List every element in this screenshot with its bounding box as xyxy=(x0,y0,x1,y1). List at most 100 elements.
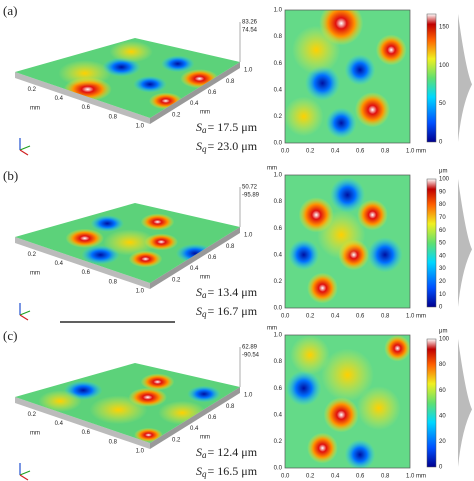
map-y-tick: 0.2 xyxy=(274,114,283,120)
subscript: q xyxy=(202,309,207,319)
surface-tick: 0.8 xyxy=(226,404,235,410)
height-map-texture xyxy=(285,335,410,468)
histogram xyxy=(458,14,472,142)
value: = 16.5 μm xyxy=(208,464,258,478)
map-x-tick: 1.0 mm xyxy=(406,149,426,155)
surface-tick: 0.4 xyxy=(190,266,199,272)
colorbar-tick: 80 xyxy=(439,202,446,208)
surface-max: 83.26 xyxy=(242,20,258,26)
surface-max: 50.72 xyxy=(242,185,258,191)
colorbar-tick: 0 xyxy=(439,305,443,311)
map-blob xyxy=(375,34,407,66)
map-x-tick: 0.2 xyxy=(306,314,315,320)
surface-tick: 0.8 xyxy=(109,114,118,120)
map-y-tick: 0.6 xyxy=(274,226,283,232)
surface-blob xyxy=(65,228,104,248)
surface-tick: 0.6 xyxy=(208,415,217,421)
histogram xyxy=(458,339,472,467)
surface-tick: 0.2 xyxy=(28,252,37,258)
surface-tick: 0.6 xyxy=(82,430,91,436)
map-y-unit: mm xyxy=(267,326,277,332)
map-y-tick: 0.4 xyxy=(274,87,283,93)
surface-blob xyxy=(90,215,125,232)
subscript: a xyxy=(202,450,207,460)
surface-tick: 0.2 xyxy=(28,87,37,93)
colorbar-tick: 10 xyxy=(439,292,446,298)
map-x-tick: 0.2 xyxy=(306,149,315,155)
map-x-tick: 0.0 xyxy=(281,149,290,155)
surface-tick: 1.0 xyxy=(136,449,145,455)
surface-min: 74.54 xyxy=(242,28,258,34)
map-blob xyxy=(307,272,338,304)
surface-blob xyxy=(187,385,221,403)
surface-tick: 1.0 xyxy=(136,289,145,295)
surface-side xyxy=(15,72,150,124)
colorbar-tick: 80 xyxy=(439,362,446,368)
map-blob xyxy=(304,65,341,101)
map-x-tick: 0.0 xyxy=(281,314,290,320)
frame xyxy=(284,9,411,144)
map-blob xyxy=(317,210,366,260)
panel-label: (b) xyxy=(3,168,18,183)
colorbar-tick: 20 xyxy=(439,279,446,285)
map-blob xyxy=(288,239,320,271)
map-blob xyxy=(356,386,401,431)
symbol: S xyxy=(196,304,202,318)
colorbar-tick: 20 xyxy=(439,439,446,445)
colorbar-tick: 40 xyxy=(439,253,446,259)
surface-side xyxy=(15,397,150,449)
surface-unit: mm xyxy=(30,431,40,437)
value: = 12.4 μm xyxy=(208,445,258,459)
colorbar-tick: 30 xyxy=(439,266,446,272)
map-blob xyxy=(329,177,366,213)
surface-max: 62.89 xyxy=(242,345,258,351)
surface-tick: 1.0 xyxy=(244,393,253,399)
surface-min: -90.54 xyxy=(242,353,260,359)
map-x-tick: 0.6 xyxy=(356,474,365,480)
surface-unit: mm xyxy=(30,271,40,277)
map-blob xyxy=(354,92,391,128)
surface-tick: 0.8 xyxy=(109,279,118,285)
surface-min: -95.89 xyxy=(242,193,260,199)
map-blob xyxy=(286,370,322,406)
colorbar xyxy=(426,338,437,468)
map-blob xyxy=(357,199,388,231)
surface-tick: 0.4 xyxy=(55,261,64,267)
colorbar-tick: 150 xyxy=(439,24,450,30)
map-x-tick: 0.8 xyxy=(381,474,390,480)
surface-tick: 0.4 xyxy=(55,96,64,102)
map-y-tick: 0.8 xyxy=(274,359,283,365)
map-y-tick: 0.8 xyxy=(274,199,283,205)
map-blob xyxy=(384,335,410,362)
surface-side xyxy=(150,62,240,124)
map-y-tick: 1.0 xyxy=(274,173,283,179)
colorbar-tick: 100 xyxy=(439,177,450,183)
subscript: q xyxy=(202,469,207,479)
surface-tick: 0.6 xyxy=(208,90,217,96)
map-x-tick: 0.4 xyxy=(331,314,340,320)
map-y-tick: 0.8 xyxy=(274,34,283,40)
map-x-tick: 0.2 xyxy=(306,474,315,480)
map-blob xyxy=(367,237,403,273)
map-x-tick: 0.6 xyxy=(356,314,365,320)
map-blob xyxy=(321,348,374,402)
map-y-tick: 1.0 xyxy=(274,8,283,14)
colorbar-unit: μm xyxy=(439,329,447,335)
colorbar xyxy=(426,13,437,143)
map-y-tick: 0.2 xyxy=(274,279,283,285)
map-y-unit: mm xyxy=(267,166,277,172)
surface-tick: 0.4 xyxy=(55,421,64,427)
map-y-tick: 0.4 xyxy=(274,252,283,258)
surface-blob xyxy=(58,60,112,87)
roughness-sq: Sq= 16.5 μm xyxy=(196,464,258,479)
map-y-tick: 0.0 xyxy=(274,141,283,147)
triad xyxy=(19,470,31,476)
subscript: q xyxy=(202,144,207,154)
colorbar-tick: 90 xyxy=(439,189,446,195)
map-y-tick: 0.2 xyxy=(274,439,283,445)
colorbar-tick: 100 xyxy=(439,63,450,69)
colorbar-tick: 40 xyxy=(439,413,446,419)
histogram xyxy=(458,179,472,307)
surface-blob xyxy=(160,55,195,73)
symbol: S xyxy=(196,285,202,299)
